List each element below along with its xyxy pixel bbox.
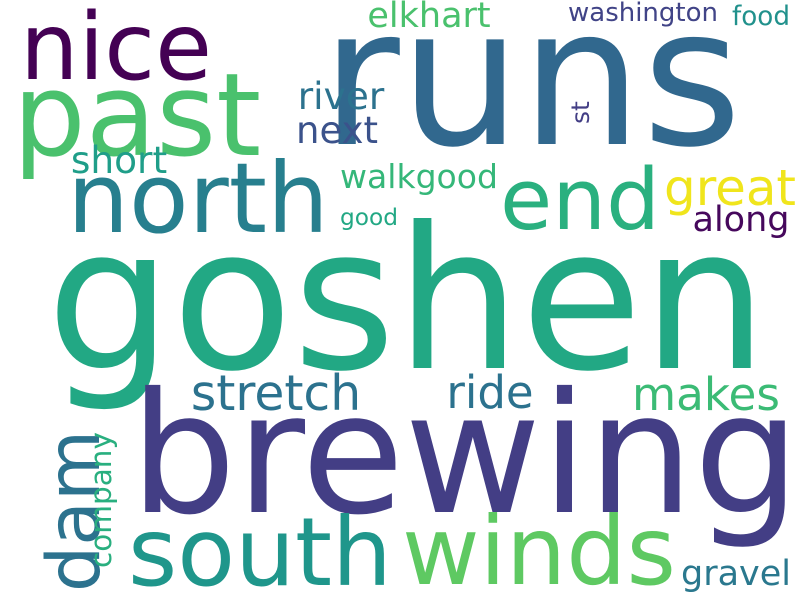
- word-along: along: [692, 199, 790, 240]
- word-good: good: [340, 204, 398, 232]
- word-past: past: [12, 48, 262, 183]
- word-washington: washington: [568, 0, 718, 28]
- word-south: south: [128, 498, 392, 600]
- word-makes: makes: [632, 368, 780, 422]
- word-goshen: goshen: [46, 185, 768, 416]
- word-stretch: stretch: [190, 366, 362, 423]
- word-river: river: [297, 74, 385, 119]
- word-ride: ride: [446, 365, 534, 419]
- word-nice: nice: [20, 0, 212, 101]
- word-gravel: gravel: [680, 553, 792, 594]
- word-end: end: [500, 151, 660, 251]
- word-north: north: [67, 141, 329, 256]
- word-great: great: [664, 159, 796, 218]
- word-runs: runs: [321, 0, 742, 190]
- word-next: next: [296, 109, 378, 153]
- word-food: food: [732, 1, 790, 32]
- word-st: st: [565, 101, 595, 125]
- word-short: short: [70, 138, 168, 183]
- word-winds: winds: [402, 496, 676, 600]
- word-walkgood: walkgood: [340, 157, 498, 197]
- word-brewing: brewing: [130, 358, 800, 553]
- word-company: company: [84, 432, 119, 568]
- word-elkhart: elkhart: [367, 0, 491, 36]
